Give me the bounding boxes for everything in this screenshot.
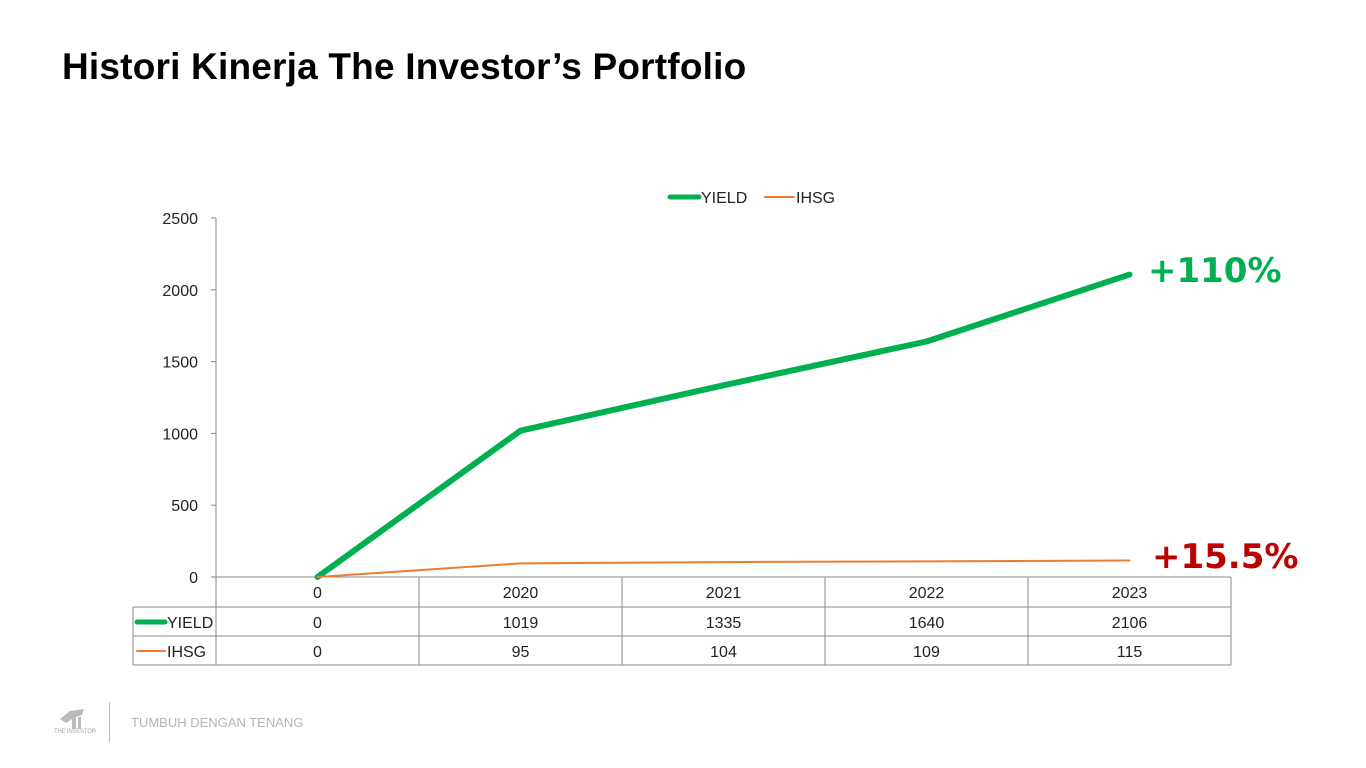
x-category-label: 2021: [706, 585, 742, 602]
y-tick-label: 500: [171, 498, 198, 515]
y-tick-label: 0: [189, 570, 198, 587]
table-cell: 1019: [503, 615, 539, 632]
table-cell: 1640: [909, 615, 945, 632]
x-category-label: 0: [313, 585, 322, 602]
the-investor-logo: [60, 709, 84, 729]
logo-text: THE INVESTOR: [54, 729, 96, 735]
table-cell: 115: [1117, 644, 1143, 661]
x-category-label: 2020: [503, 585, 539, 602]
table-cell: 104: [710, 644, 737, 661]
table-series-label: YIELD: [167, 615, 213, 632]
legend-label-ihsg: IHSG: [796, 190, 835, 207]
annotation-yield: +110%: [1148, 251, 1282, 291]
table-cell: 0: [313, 644, 322, 661]
y-tick-label: 1000: [162, 426, 198, 443]
table-cell: 109: [913, 644, 940, 661]
x-category-label: 2022: [909, 585, 945, 602]
table-cell: 0: [313, 615, 322, 632]
legend-label-yield: YIELD: [701, 190, 747, 207]
y-tick-label: 2000: [162, 283, 198, 300]
series-line-ihsg: [316, 559, 1131, 578]
y-tick-label: 1500: [162, 355, 198, 372]
table-cell: 95: [512, 644, 530, 661]
series-line-yield: [314, 271, 1133, 580]
y-tick-label: 2500: [162, 211, 198, 228]
page-title: Histori Kinerja The Investor’s Portfolio: [62, 46, 747, 87]
annotation-ihsg: +15.5%: [1152, 537, 1298, 577]
footer-tagline: TUMBUH DENGAN TENANG: [131, 715, 304, 730]
footer-divider: [109, 702, 110, 742]
table-series-label: IHSG: [167, 644, 206, 661]
x-category-label: 2023: [1112, 585, 1148, 602]
table-cell: 2106: [1112, 615, 1148, 632]
table-cell: 1335: [706, 615, 742, 632]
